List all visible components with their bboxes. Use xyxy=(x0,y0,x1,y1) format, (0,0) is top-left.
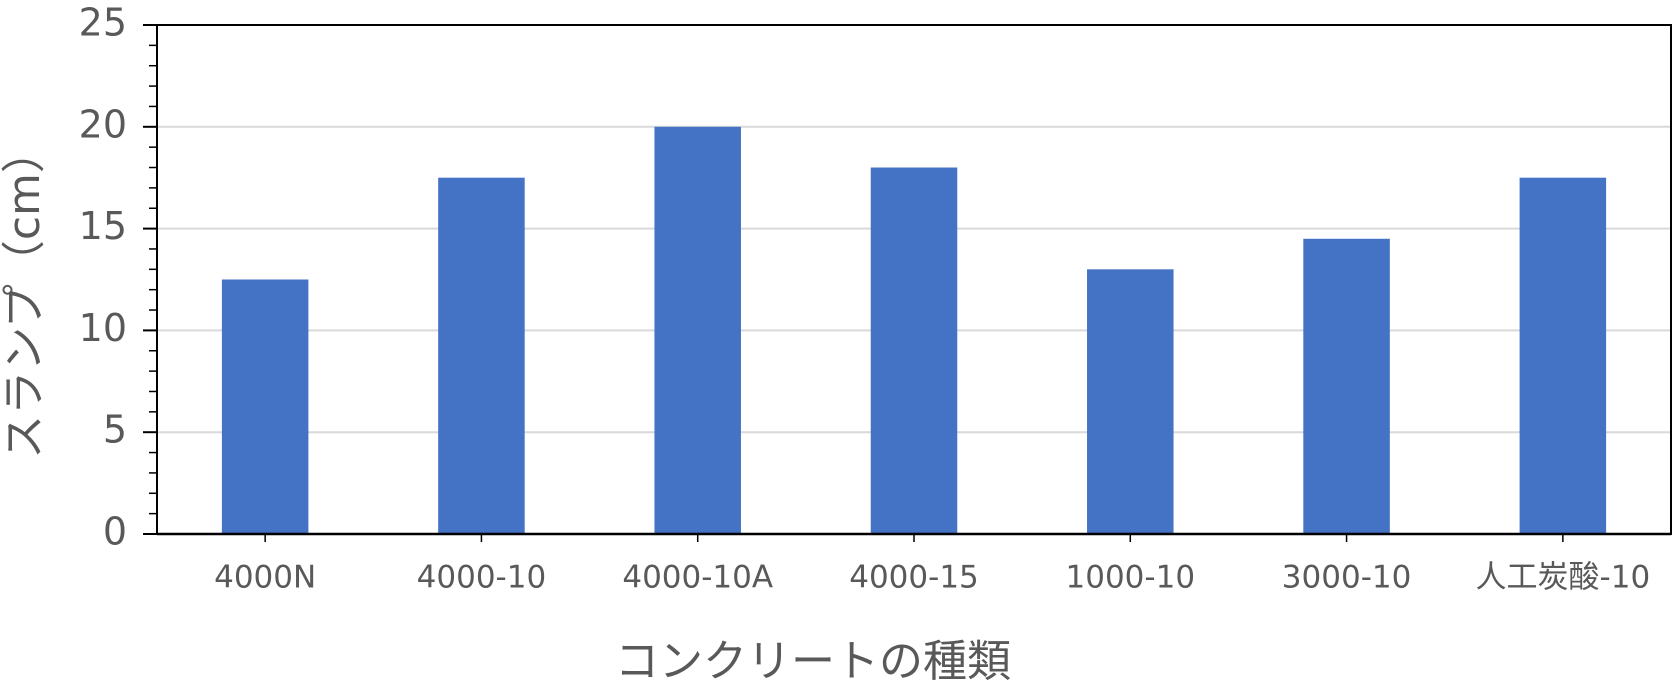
y-tick-label: 10 xyxy=(79,306,127,350)
bar xyxy=(1519,177,1607,534)
y-tick-label: 20 xyxy=(79,102,127,146)
x-axis-title: コンクリートの種類 xyxy=(615,636,1011,687)
y-tick-label: 5 xyxy=(103,408,127,452)
x-tick-label: 人工炭酸-10 xyxy=(1476,560,1651,596)
bar xyxy=(1303,238,1390,534)
x-tick-label: 4000N xyxy=(214,560,316,596)
y-tick-label: 0 xyxy=(103,510,127,554)
bar xyxy=(438,177,525,534)
x-tick-label: 4000-10 xyxy=(417,560,547,596)
x-tick-label: 1000-10 xyxy=(1066,560,1196,596)
y-axis-title: スランプ（cm） xyxy=(0,129,50,459)
x-tick-label: 3000-10 xyxy=(1282,560,1412,596)
x-tick-label: 4000-10A xyxy=(622,560,773,596)
bar xyxy=(654,126,741,535)
x-tick-label: 4000-15 xyxy=(849,560,979,596)
bar xyxy=(221,279,309,534)
bar xyxy=(870,167,958,534)
y-tick-label: 25 xyxy=(79,1,127,45)
bar xyxy=(1087,269,1174,534)
y-tick-label: 15 xyxy=(79,204,127,248)
